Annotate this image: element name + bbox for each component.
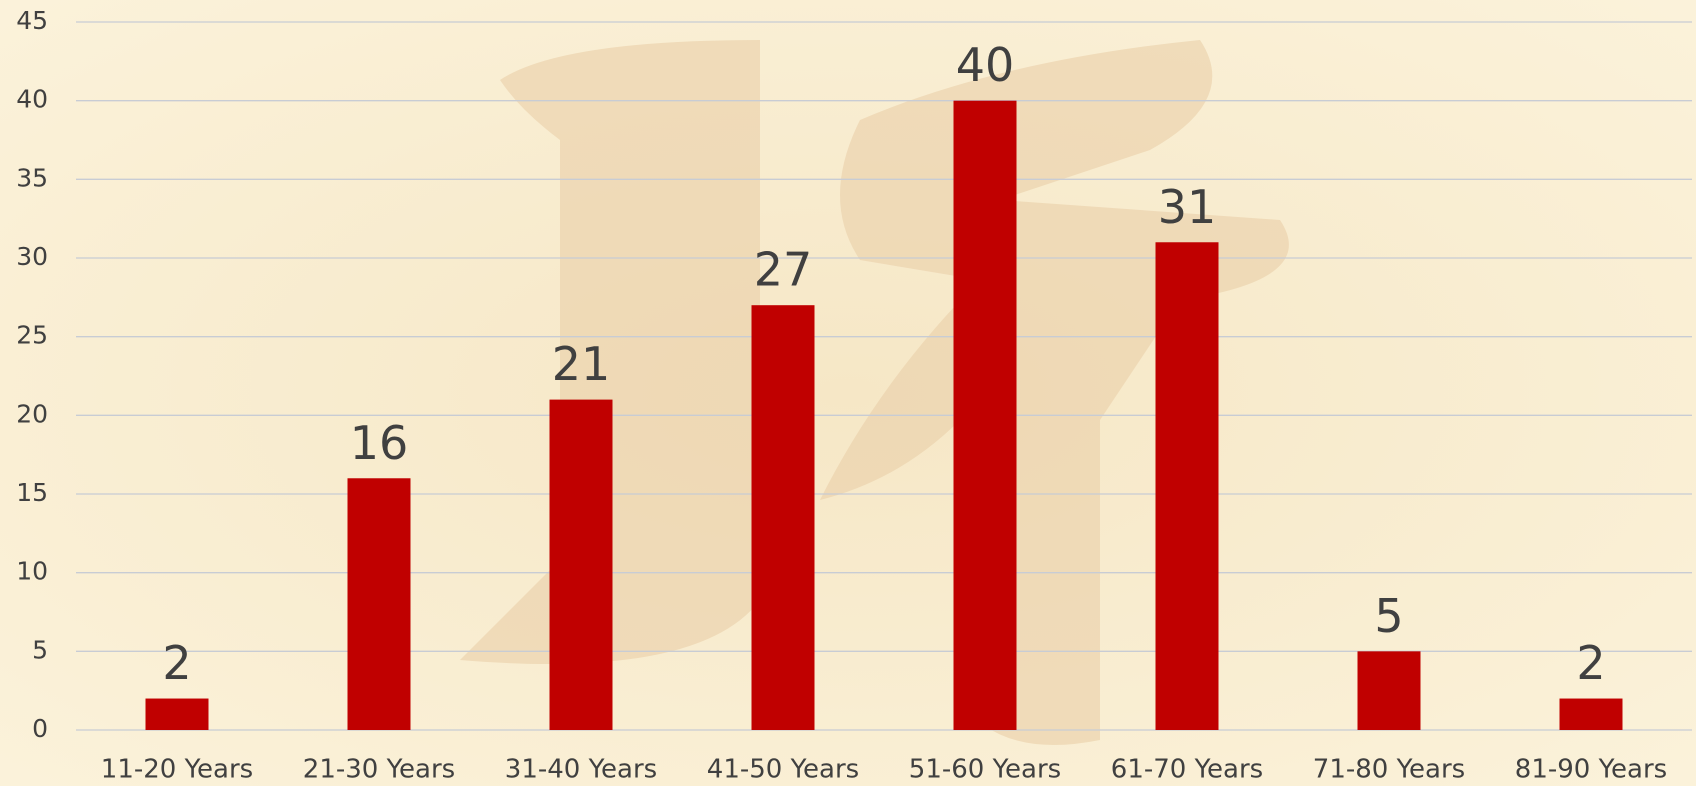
x-tick-label: 41-50 Years xyxy=(707,755,859,785)
value-label: 40 xyxy=(956,38,1015,92)
bar xyxy=(1156,242,1219,730)
x-tick-label: 81-90 Years xyxy=(1515,755,1667,785)
y-tick-label: 0 xyxy=(32,714,48,743)
y-tick-label: 25 xyxy=(16,321,48,350)
value-label: 2 xyxy=(162,636,191,690)
value-label: 2 xyxy=(1576,636,1605,690)
value-label: 27 xyxy=(754,243,813,297)
y-tick-label: 15 xyxy=(16,478,48,507)
x-tick-label: 71-80 Years xyxy=(1313,755,1465,785)
x-tick-label: 51-60 Years xyxy=(909,755,1061,785)
chart: 05101520253035404511-20 Years221-30 Year… xyxy=(0,0,1696,786)
bar xyxy=(146,699,209,730)
value-label: 5 xyxy=(1374,589,1403,643)
y-tick-label: 45 xyxy=(16,6,48,35)
x-tick-label: 31-40 Years xyxy=(505,755,657,785)
y-tick-label: 35 xyxy=(16,163,48,192)
bar xyxy=(1358,651,1421,730)
y-tick-label: 40 xyxy=(16,85,48,114)
bar xyxy=(954,101,1017,730)
y-tick-label: 30 xyxy=(16,242,48,271)
value-label: 21 xyxy=(552,337,611,391)
x-tick-label: 61-70 Years xyxy=(1111,755,1263,785)
bar xyxy=(550,400,613,730)
bar xyxy=(348,478,411,730)
x-tick-label: 11-20 Years xyxy=(101,755,253,785)
page: 05101520253035404511-20 Years221-30 Year… xyxy=(0,0,1696,786)
y-tick-label: 10 xyxy=(16,557,48,586)
x-tick-label: 21-30 Years xyxy=(303,755,455,785)
background xyxy=(0,0,1696,786)
value-label: 16 xyxy=(350,416,409,470)
y-tick-label: 20 xyxy=(16,399,48,428)
y-tick-label: 5 xyxy=(32,635,48,664)
bar xyxy=(752,305,815,730)
value-label: 31 xyxy=(1158,180,1217,234)
bar xyxy=(1560,699,1623,730)
